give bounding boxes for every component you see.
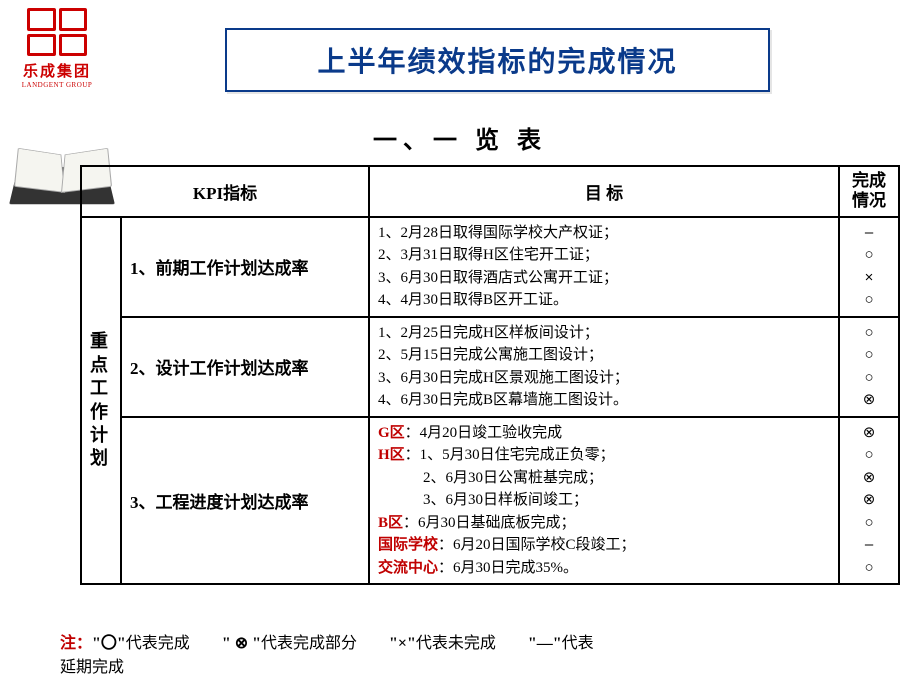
logo-mark-icon — [27, 8, 87, 56]
status-cell: –○×○ — [839, 217, 899, 317]
section-subtitle: 一、一 览 表 — [0, 120, 920, 155]
category-label: 重点工作计划 — [81, 217, 121, 585]
target-cell: 1、2月28日取得国际学校大产权证；2、3月31日取得H区住宅开工证；3、6月3… — [369, 217, 839, 317]
table-row: 2、设计工作计划达成率1、2月25日完成H区样板间设计；2、5月15日完成公寓施… — [81, 317, 899, 417]
status-cell: ⊗○⊗⊗○–○ — [839, 417, 899, 585]
status-cell: ○○○⊗ — [839, 317, 899, 417]
kpi-overview-table: KPI指标 目 标 完成 情况 重点工作计划1、前期工作计划达成率1、2月28日… — [80, 165, 900, 585]
target-cell: G区：4月20日竣工验收完成H区：1、5月30日住宅完成正负零； 2、6月30日… — [369, 417, 839, 585]
logo-text: 乐成集团 — [12, 60, 102, 81]
table-header-row: KPI指标 目 标 完成 情况 — [81, 166, 899, 217]
header-target: 目 标 — [369, 166, 839, 217]
page-title: 上半年绩效指标的完成情况 — [225, 28, 770, 92]
company-logo: 乐成集团 LANDGENT GROUP — [12, 8, 102, 89]
table-row: 重点工作计划1、前期工作计划达成率1、2月28日取得国际学校大产权证；2、3月3… — [81, 217, 899, 317]
kpi-name-cell: 2、设计工作计划达成率 — [121, 317, 369, 417]
target-cell: 1、2月25日完成H区样板间设计；2、5月15日完成公寓施工图设计；3、6月30… — [369, 317, 839, 417]
kpi-name-cell: 3、工程进度计划达成率 — [121, 417, 369, 585]
legend-note: 注："〇"代表完成 " ⊗ "代表完成部分 "×"代表未完成 "—"代表 延期完… — [60, 632, 626, 680]
table-row: 3、工程进度计划达成率G区：4月20日竣工验收完成H区：1、5月30日住宅完成正… — [81, 417, 899, 585]
header-kpi: KPI指标 — [81, 166, 369, 217]
kpi-name-cell: 1、前期工作计划达成率 — [121, 217, 369, 317]
header-status: 完成 情况 — [839, 166, 899, 217]
logo-subtext: LANDGENT GROUP — [12, 81, 102, 89]
